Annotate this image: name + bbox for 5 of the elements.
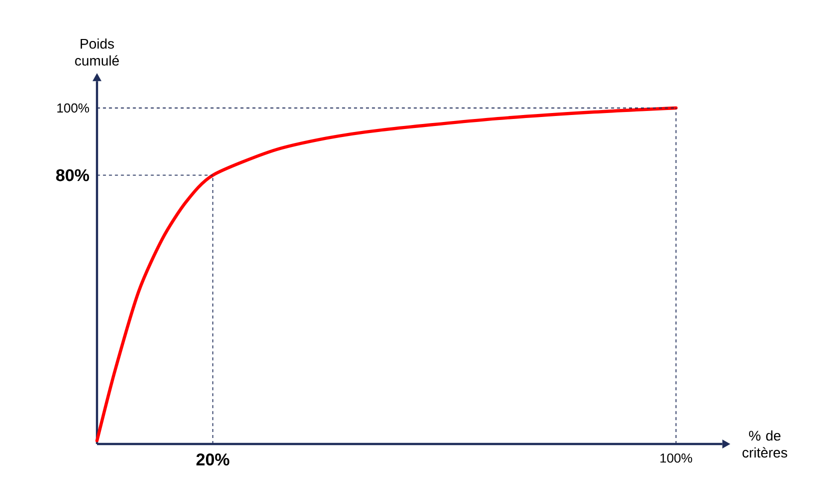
line-series: [95, 106, 678, 442]
y-tick-label: 80%: [56, 169, 90, 182]
x-tick-label: 20%: [196, 453, 230, 466]
x-axis-title: % de critères: [742, 430, 788, 458]
y-axis-title: Poids cumulé: [75, 38, 119, 66]
